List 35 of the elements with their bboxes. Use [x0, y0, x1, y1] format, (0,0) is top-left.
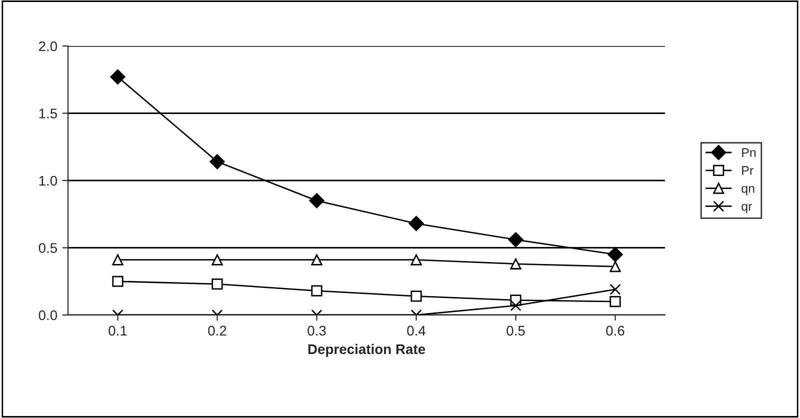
- x-tick-label: 0.1: [108, 326, 127, 336]
- point: [610, 261, 621, 272]
- point: [311, 285, 322, 296]
- legend-label: Pr: [742, 166, 754, 175]
- legend-label: qr: [742, 204, 752, 214]
- point: [408, 216, 424, 232]
- point: [112, 254, 124, 266]
- point: [212, 278, 223, 290]
- x-tick-label: 0.6: [606, 326, 624, 336]
- x-tick-label: 0.4: [407, 326, 426, 336]
- legend-label: Pn: [742, 148, 756, 157]
- point: [309, 193, 324, 208]
- point: [510, 258, 522, 270]
- legend-label: qn: [742, 186, 754, 196]
- point: [610, 296, 621, 308]
- point: [212, 254, 223, 266]
- y-tick-label: 1.5: [39, 108, 58, 118]
- point: [110, 69, 126, 85]
- y-tick-label: 0.5: [38, 243, 58, 253]
- x-tick-label: 0.2: [208, 326, 226, 336]
- point: [112, 276, 124, 287]
- point: [510, 300, 522, 312]
- y-tick-label: 1.0: [39, 176, 58, 186]
- point: [410, 254, 422, 266]
- x-axis-title: Depreciation Rate: [308, 344, 426, 357]
- y-tick-label: 0.0: [38, 310, 58, 320]
- point: [508, 232, 524, 248]
- point: [410, 290, 422, 302]
- point: [210, 154, 225, 170]
- y-tick-label: 2.0: [38, 41, 58, 52]
- x-tick-label: 0.3: [308, 326, 326, 336]
- x-tick-label: 0.5: [506, 326, 525, 336]
- point: [311, 254, 322, 266]
- point: [608, 246, 623, 262]
- point: [610, 284, 621, 295]
